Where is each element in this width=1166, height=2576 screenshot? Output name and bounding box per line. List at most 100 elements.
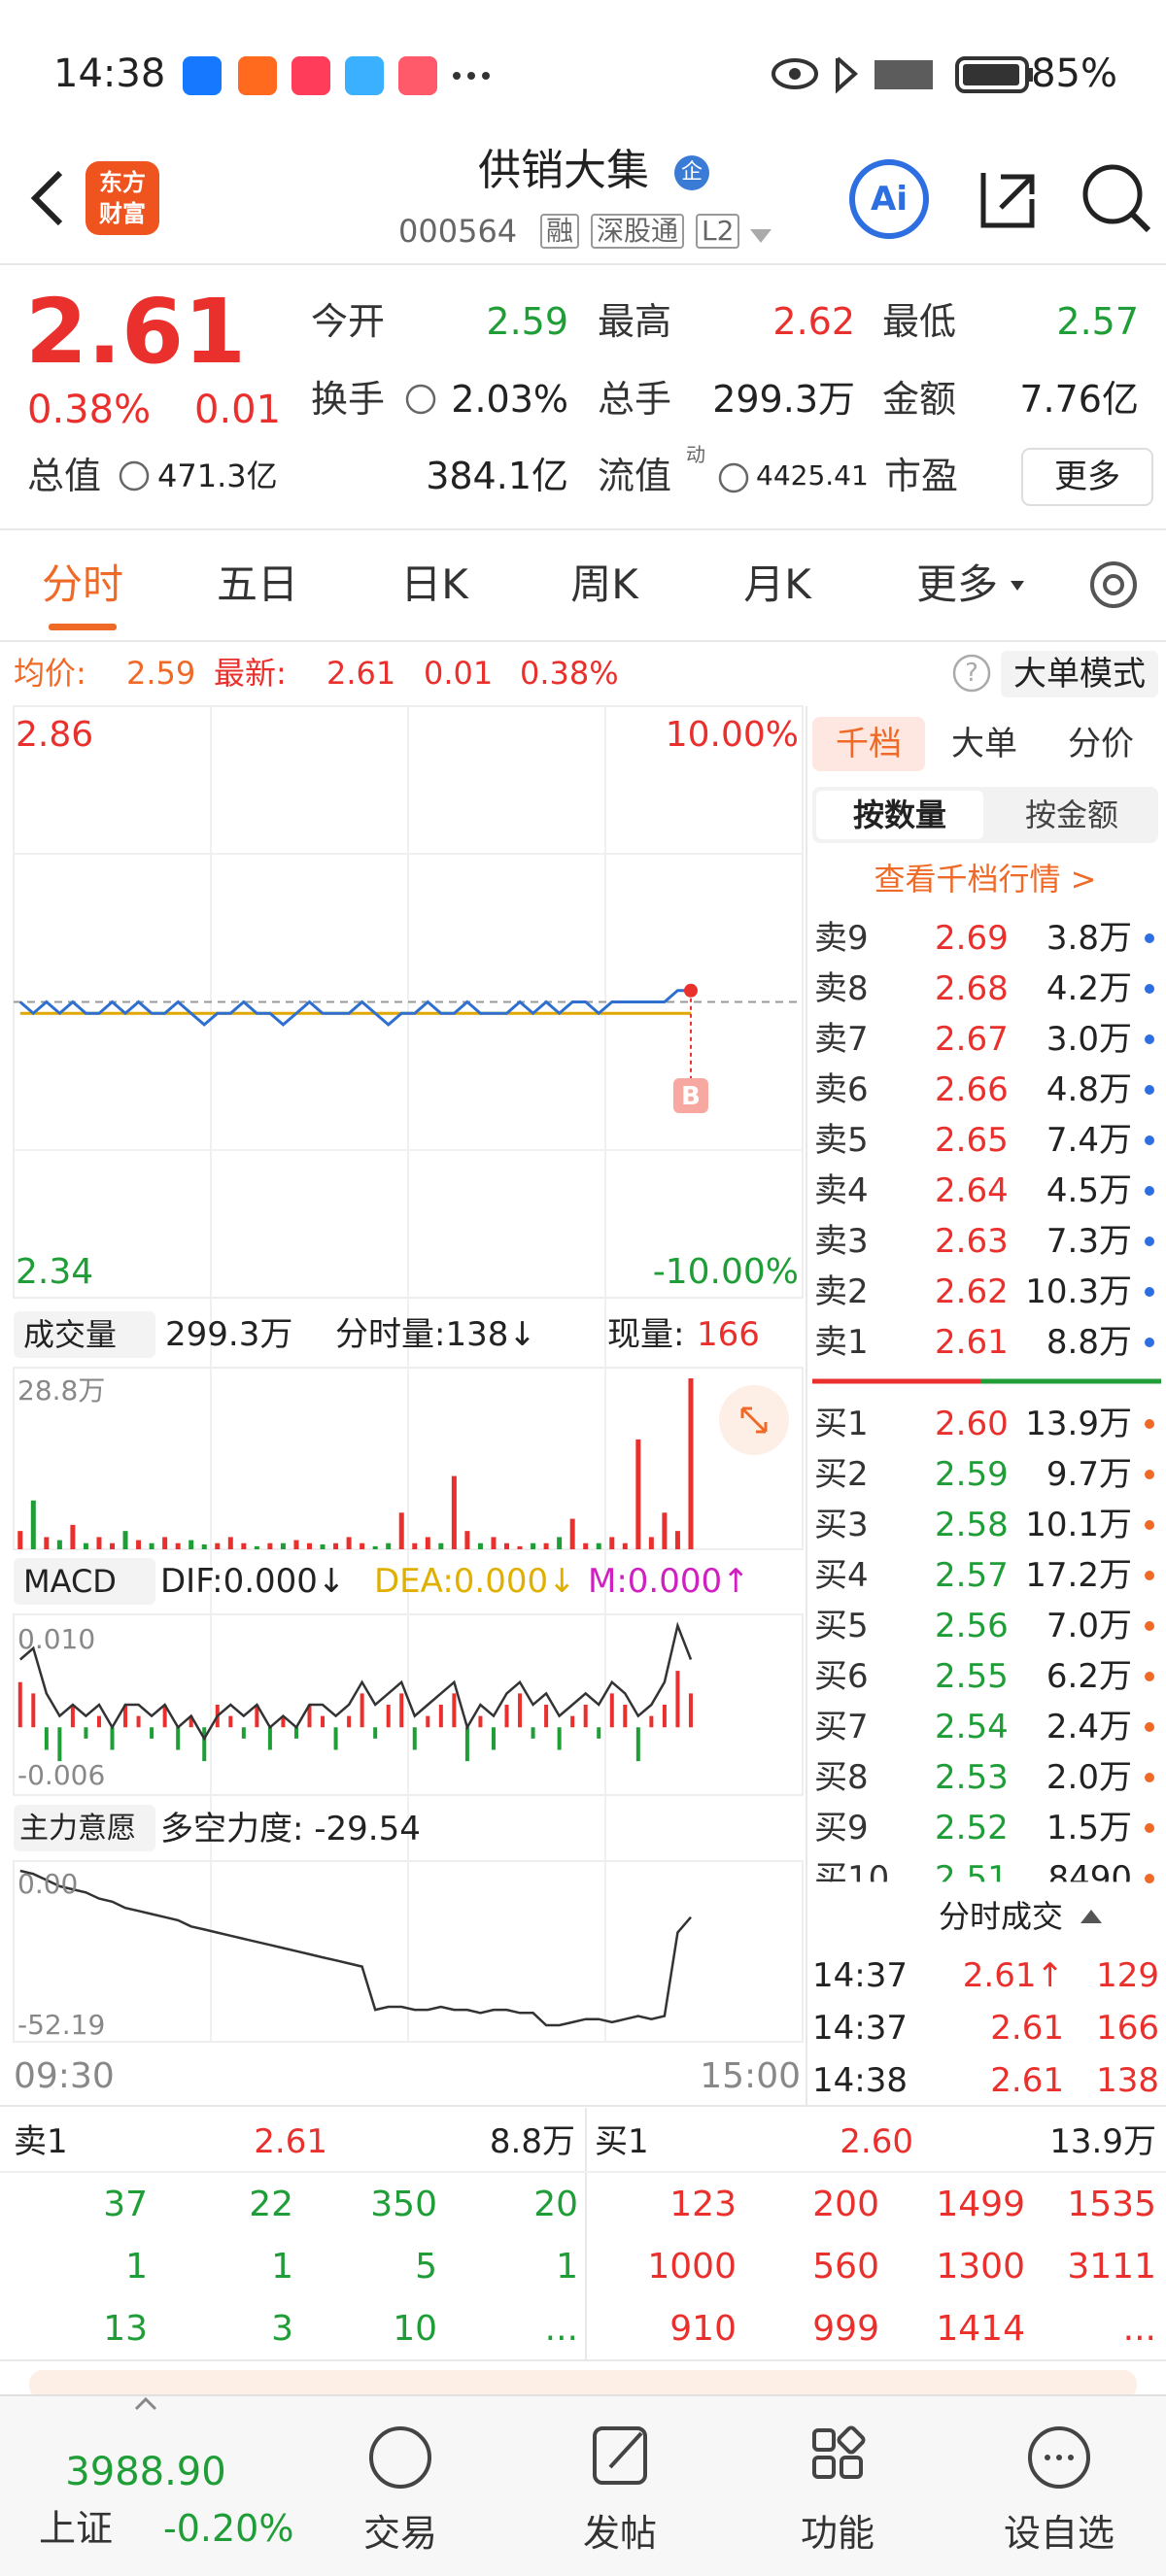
depth-link[interactable]: 查看千档行情 > bbox=[874, 861, 1097, 898]
volume-bar bbox=[293, 1540, 299, 1549]
macd-bar bbox=[531, 1727, 535, 1739]
macd-bar bbox=[267, 1727, 272, 1750]
volume-bar bbox=[425, 1537, 430, 1549]
indicator-selector[interactable]: 主力意愿 bbox=[19, 1812, 136, 1846]
level-dot bbox=[1145, 1237, 1154, 1246]
level-dot bbox=[1145, 1621, 1154, 1631]
nav-item[interactable]: 设自选 bbox=[1003, 2512, 1115, 2555]
avg-value: 2.59 bbox=[126, 655, 196, 692]
ai-button[interactable]: Ai bbox=[871, 180, 908, 219]
volume-bar bbox=[635, 1439, 641, 1549]
more-button[interactable]: 更多 bbox=[1054, 458, 1120, 496]
l1-order: 999 bbox=[812, 2309, 879, 2349]
volume-bar bbox=[189, 1540, 194, 1549]
volume-bar bbox=[451, 1475, 457, 1549]
level-price: 2.54 bbox=[935, 1708, 1009, 1746]
l1-order: 910 bbox=[669, 2309, 737, 2349]
nav-item[interactable]: 发帖 bbox=[582, 2512, 658, 2555]
y-max-label: 28.8万 bbox=[17, 1374, 106, 1407]
level-dot bbox=[1145, 933, 1154, 943]
volume-bar bbox=[320, 1543, 326, 1549]
tab[interactable]: 月K bbox=[743, 560, 811, 608]
change-pct: 0.38% bbox=[27, 388, 152, 432]
macd-bar bbox=[504, 1705, 509, 1728]
help-icon[interactable]: ? bbox=[965, 659, 978, 688]
l1-order: 3111 bbox=[1067, 2247, 1156, 2287]
avg-label: 均价: bbox=[14, 655, 86, 692]
level-price: 2.53 bbox=[935, 1758, 1009, 1797]
volume-bar bbox=[622, 1542, 628, 1549]
macd-bar bbox=[491, 1727, 496, 1750]
macd-bar bbox=[662, 1705, 667, 1728]
tab[interactable]: 五日 bbox=[216, 560, 299, 608]
volume-bar bbox=[254, 1545, 259, 1549]
level-price: 2.51 bbox=[935, 1859, 1009, 1898]
index-change[interactable]: -0.20% bbox=[163, 2507, 294, 2550]
l1-order: 1 bbox=[556, 2247, 578, 2287]
index-name[interactable]: 上证 bbox=[39, 2507, 114, 2550]
indicator-selector[interactable]: MACD bbox=[23, 1563, 117, 1600]
macd-bar bbox=[44, 1727, 49, 1750]
l1-order: 13 bbox=[103, 2309, 148, 2349]
mainforce-line bbox=[19, 1869, 692, 2027]
level-dot bbox=[1145, 1034, 1154, 1044]
indicator-selector[interactable]: 成交量 bbox=[23, 1316, 118, 1353]
volume-bar bbox=[596, 1542, 601, 1549]
volume-bar bbox=[569, 1518, 575, 1549]
book-tab[interactable]: 分价 bbox=[1068, 725, 1134, 763]
tab[interactable]: 周K bbox=[570, 560, 638, 608]
volume-bar bbox=[477, 1542, 483, 1549]
last-value: 2.61 bbox=[326, 655, 396, 692]
mode-tab[interactable]: 按数量 bbox=[852, 797, 947, 833]
tag: 深股通 bbox=[591, 214, 685, 249]
macd-bar bbox=[293, 1727, 298, 1739]
macd-bar bbox=[649, 1715, 654, 1728]
time-end: 15:00 bbox=[700, 2056, 801, 2096]
y-min-label: 2.34 bbox=[16, 1252, 94, 1292]
macd-bar bbox=[189, 1715, 193, 1728]
level-dot bbox=[1145, 1287, 1154, 1297]
macd-bar bbox=[255, 1705, 259, 1728]
mode-tab[interactable]: 按金额 bbox=[1024, 797, 1119, 833]
level-dot bbox=[1145, 1135, 1154, 1145]
l1-price: 2.61 bbox=[254, 2122, 327, 2161]
level-price: 2.61 bbox=[935, 1323, 1009, 1362]
level-volume: 10.1万 bbox=[1025, 1506, 1132, 1544]
macd-bar bbox=[347, 1715, 352, 1728]
volume-bar bbox=[307, 1542, 312, 1549]
l1-order: 5 bbox=[415, 2247, 437, 2287]
tab[interactable]: 日K bbox=[400, 560, 468, 608]
l1-order: 22 bbox=[249, 2185, 293, 2224]
book-tab[interactable]: 千档 bbox=[836, 725, 902, 763]
nav-item[interactable]: 功能 bbox=[800, 2512, 875, 2555]
macd-bar bbox=[373, 1727, 378, 1739]
trades-title: 分时成交 bbox=[938, 1898, 1064, 1935]
tab[interactable]: 更多 bbox=[915, 560, 999, 608]
volume-bar bbox=[110, 1542, 115, 1549]
l1-price: 2.60 bbox=[840, 2122, 913, 2161]
nav-item[interactable]: 交易 bbox=[362, 2512, 438, 2555]
level-label: 买1 bbox=[814, 1405, 869, 1443]
macd-bar bbox=[412, 1727, 417, 1750]
macd-bar bbox=[307, 1705, 312, 1728]
index-value[interactable]: 3988.90 bbox=[65, 2450, 226, 2494]
level-label: 买2 bbox=[814, 1455, 869, 1494]
level-price: 2.64 bbox=[935, 1171, 1009, 1210]
l1-order: 1000 bbox=[647, 2247, 737, 2287]
macd-bar bbox=[96, 1715, 101, 1728]
macd-bar bbox=[438, 1705, 443, 1728]
mode-button[interactable]: 大单模式 bbox=[1013, 655, 1146, 694]
tab[interactable]: 分时 bbox=[41, 560, 124, 608]
level-label: 卖5 bbox=[814, 1121, 869, 1160]
pct-max-label: 10.00% bbox=[665, 715, 799, 755]
macd-bar bbox=[228, 1715, 233, 1728]
l1-order: 10 bbox=[393, 2309, 437, 2349]
volume-bar bbox=[56, 1540, 62, 1549]
volume-bar bbox=[333, 1542, 339, 1549]
level-price: 2.67 bbox=[935, 1020, 1009, 1059]
macd-bar bbox=[518, 1693, 523, 1728]
macd-bar bbox=[426, 1715, 430, 1728]
book-tab[interactable]: 大单 bbox=[951, 725, 1017, 763]
level-volume: 7.0万 bbox=[1046, 1607, 1132, 1645]
